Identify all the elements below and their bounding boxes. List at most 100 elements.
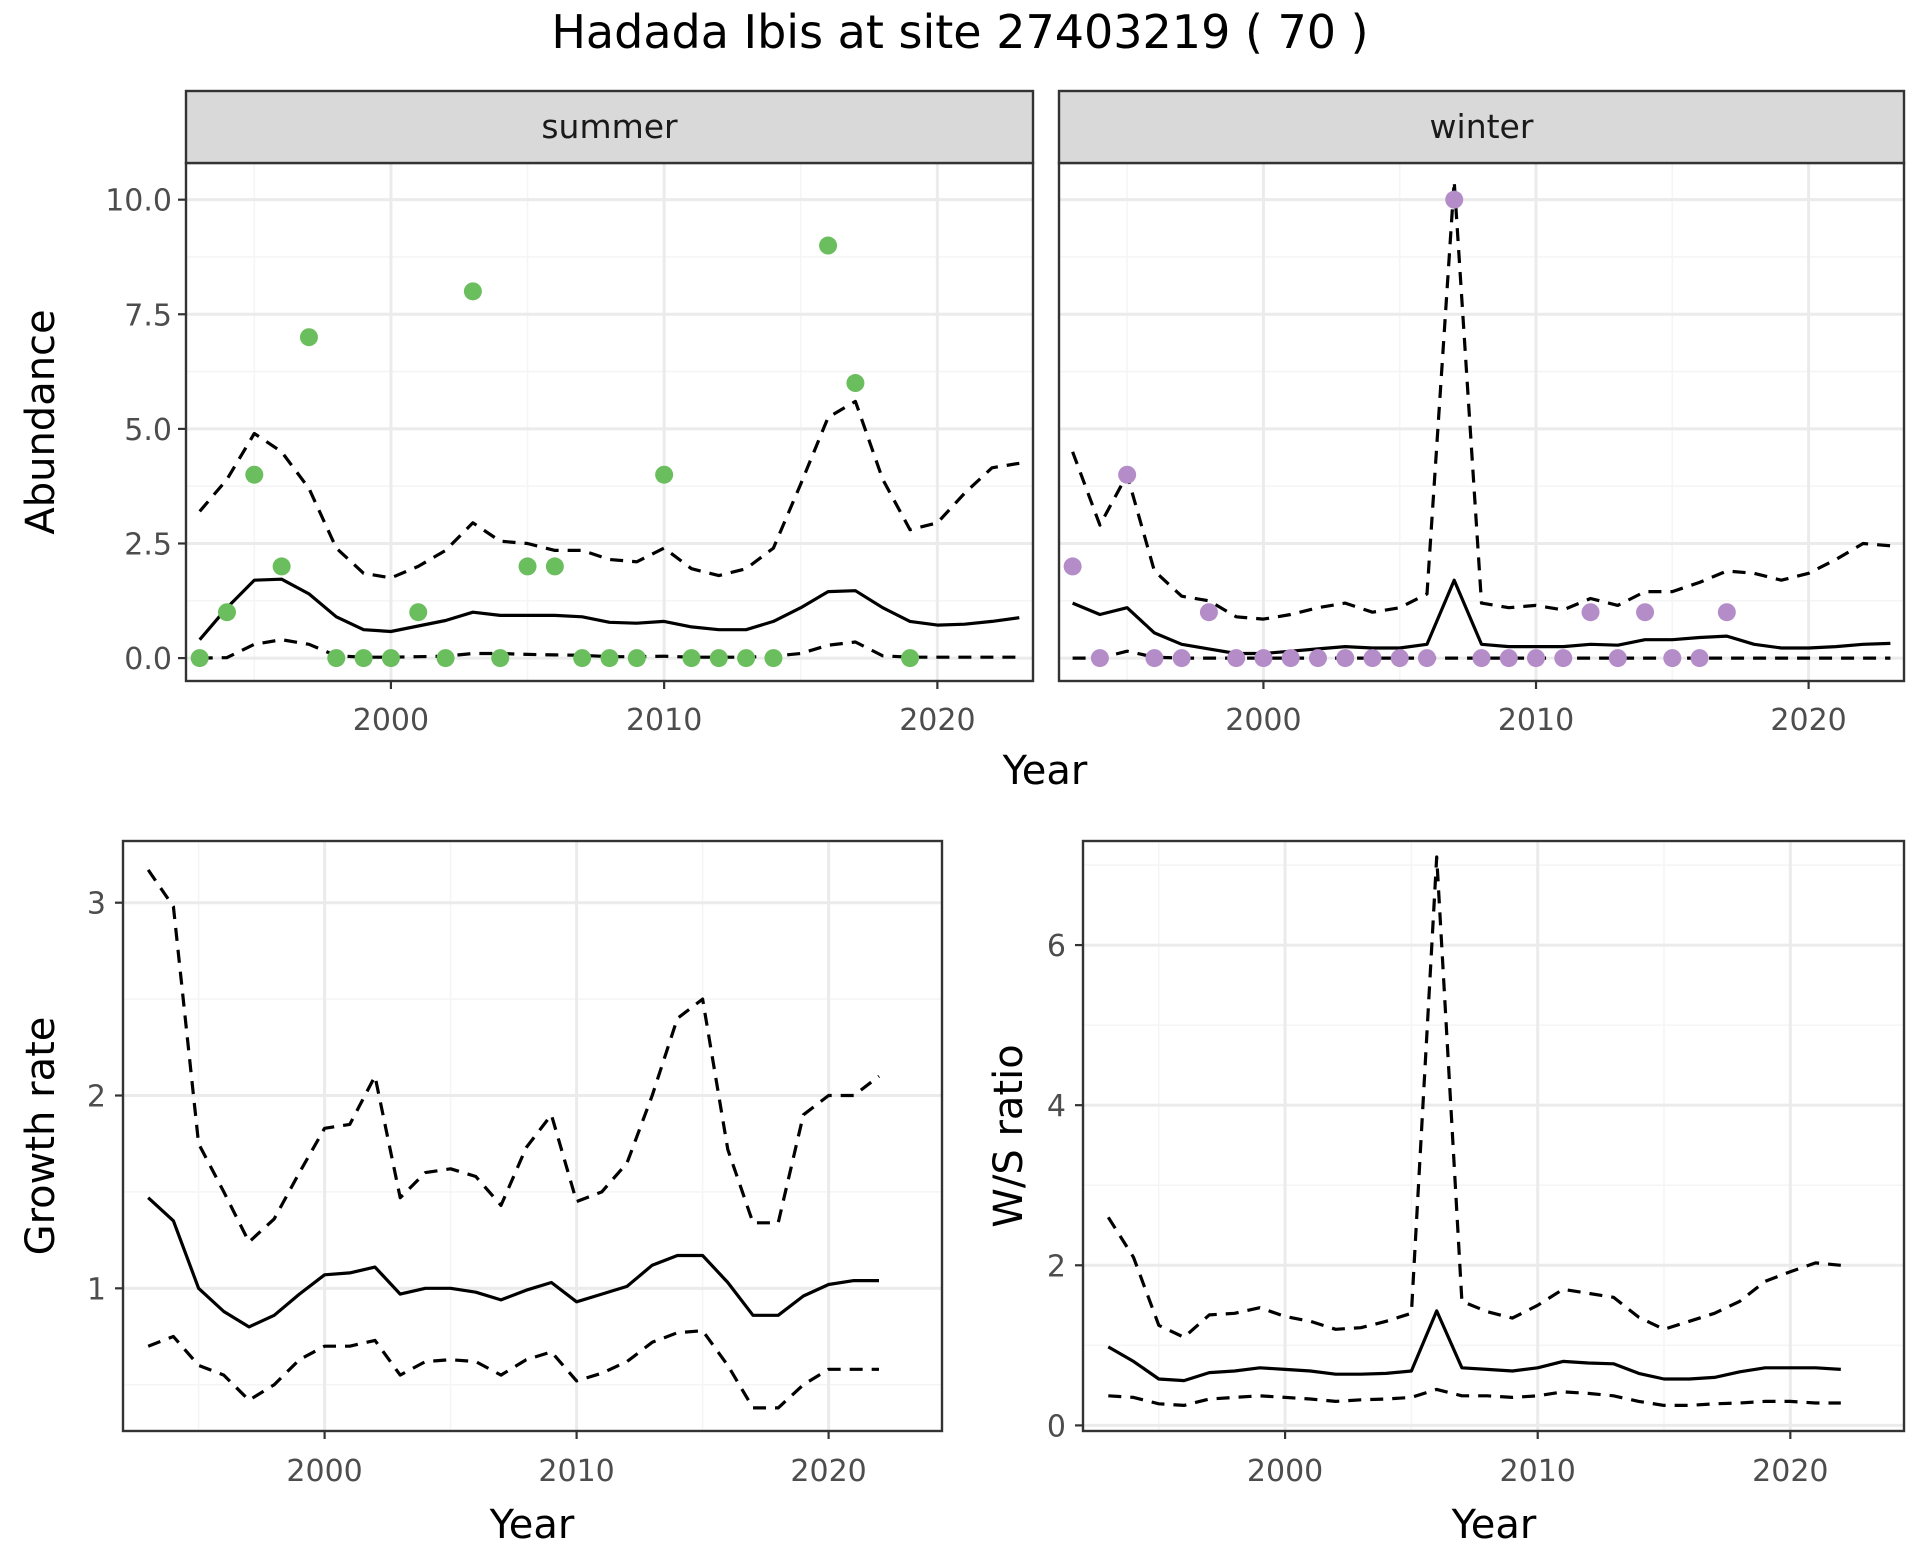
y-tick-label: 2 (87, 1080, 106, 1115)
panel-background (1083, 841, 1904, 1431)
series-line-estimate (147, 1196, 879, 1329)
y-tick-label: 2.5 (124, 527, 172, 562)
data-point (1308, 649, 1327, 668)
data-point (1199, 603, 1218, 622)
y-tick-label: 0.0 (124, 642, 172, 677)
data-point (1336, 649, 1355, 668)
data-point (245, 465, 264, 484)
data-point (1499, 649, 1518, 668)
series-line-bound-1 (1071, 179, 1891, 621)
y-tick-label: 3 (87, 887, 106, 922)
data-point (409, 603, 428, 622)
data-point (1063, 557, 1082, 576)
y-tick-label: 10.0 (105, 184, 172, 219)
x-tick-label: 2000 (1247, 1454, 1323, 1489)
data-point (682, 649, 701, 668)
series-line-bound-2 (147, 1329, 879, 1410)
x-tick-label: 2020 (790, 1454, 866, 1489)
x-tick-label: 2020 (1770, 703, 1846, 738)
y-tick-label: 7.5 (124, 298, 172, 333)
x-tick-label: 2010 (1500, 1454, 1576, 1489)
data-point (1254, 649, 1273, 668)
data-point (545, 557, 564, 576)
data-point (627, 649, 646, 668)
data-point (600, 649, 619, 668)
strip-background (1057, 89, 1906, 165)
panel-summer: summer 2000 2010 2020 0.0 2.5 5.0 7.5 10.0 Abunda… (18, 89, 1035, 738)
x-axis-title: Year (1451, 1502, 1537, 1548)
x-axis-title-top: Year (1002, 748, 1088, 794)
y-tick-label: 1 (87, 1272, 106, 1307)
x-axis-title: Year (489, 1502, 575, 1548)
data-point (1445, 190, 1464, 209)
y-tick-label: 2 (1047, 1249, 1066, 1284)
x-tick-label: 2000 (286, 1454, 362, 1489)
strip-background (184, 89, 1035, 165)
data-point (1581, 603, 1600, 622)
strip-label: summer (541, 107, 678, 146)
panel-winter: winter 2000 2010 2020 (1057, 89, 1906, 738)
data-point (846, 374, 865, 393)
data-point (190, 649, 209, 668)
data-point (737, 649, 756, 668)
x-tick-label: 2000 (1225, 703, 1301, 738)
data-point (1363, 649, 1382, 668)
data-point (299, 328, 318, 347)
data-point (819, 236, 838, 255)
y-tick-label: 0 (1047, 1409, 1066, 1444)
series-line-estimate (1071, 578, 1891, 656)
y-tick-label: 6 (1047, 929, 1066, 964)
series-line-bound-2 (1072, 649, 1891, 660)
data-point (1090, 649, 1109, 668)
data-point (1690, 649, 1709, 668)
data-point (327, 649, 346, 668)
data-point (1636, 603, 1655, 622)
data-point (1172, 649, 1191, 668)
data-point (1527, 649, 1546, 668)
series-line-bound-1 (1106, 855, 1841, 1339)
data-point (709, 649, 728, 668)
data-point (1717, 603, 1736, 622)
data-point (354, 649, 373, 668)
panel-background (123, 841, 942, 1431)
data-point (1390, 649, 1409, 668)
data-point (217, 603, 236, 622)
y-axis-title: Growth rate (18, 1017, 64, 1256)
y-tick-label: 5.0 (124, 413, 172, 448)
data-point (463, 282, 482, 301)
x-tick-label: 2010 (538, 1454, 614, 1489)
panel-background (1059, 163, 1904, 681)
strip-label: winter (1430, 107, 1534, 146)
data-point (655, 465, 674, 484)
panel-border (1081, 839, 1906, 1433)
data-point (436, 649, 455, 668)
series-line-estimate (198, 577, 1020, 641)
series-line-estimate (1107, 1309, 1841, 1383)
chart-title: Hadada Ibis at site 27403219 ( 70 ) (551, 5, 1368, 59)
data-point (518, 557, 537, 576)
y-axis-title: Abundance (18, 309, 64, 534)
data-point (1663, 649, 1682, 668)
series-line-bound-2 (1108, 1387, 1841, 1408)
panel-ratio: 2000 2010 2020 0 2 4 6 W/S ratio Year (986, 839, 1906, 1548)
data-point (1145, 649, 1164, 668)
x-tick-label: 2000 (353, 703, 429, 738)
data-point (1472, 649, 1491, 668)
data-point (573, 649, 592, 668)
data-point (1554, 649, 1573, 668)
data-point (1281, 649, 1300, 668)
data-point (764, 649, 783, 668)
data-point (1608, 649, 1627, 668)
panel-growth: 2000 2010 2020 1 2 3 Growth rate Year (18, 839, 944, 1548)
y-axis-title: W/S ratio (986, 1044, 1032, 1227)
data-point (491, 649, 510, 668)
y-tick-label: 4 (1047, 1089, 1066, 1124)
series-line-bound-1 (146, 868, 880, 1244)
x-tick-label: 2020 (899, 703, 975, 738)
x-tick-label: 2010 (626, 703, 702, 738)
panels: Year summer 2000 2010 2020 0.0 2.5 5.0 7.5 10.0 Ab… (18, 89, 1906, 1548)
data-point (1118, 465, 1137, 484)
data-point (1417, 649, 1436, 668)
